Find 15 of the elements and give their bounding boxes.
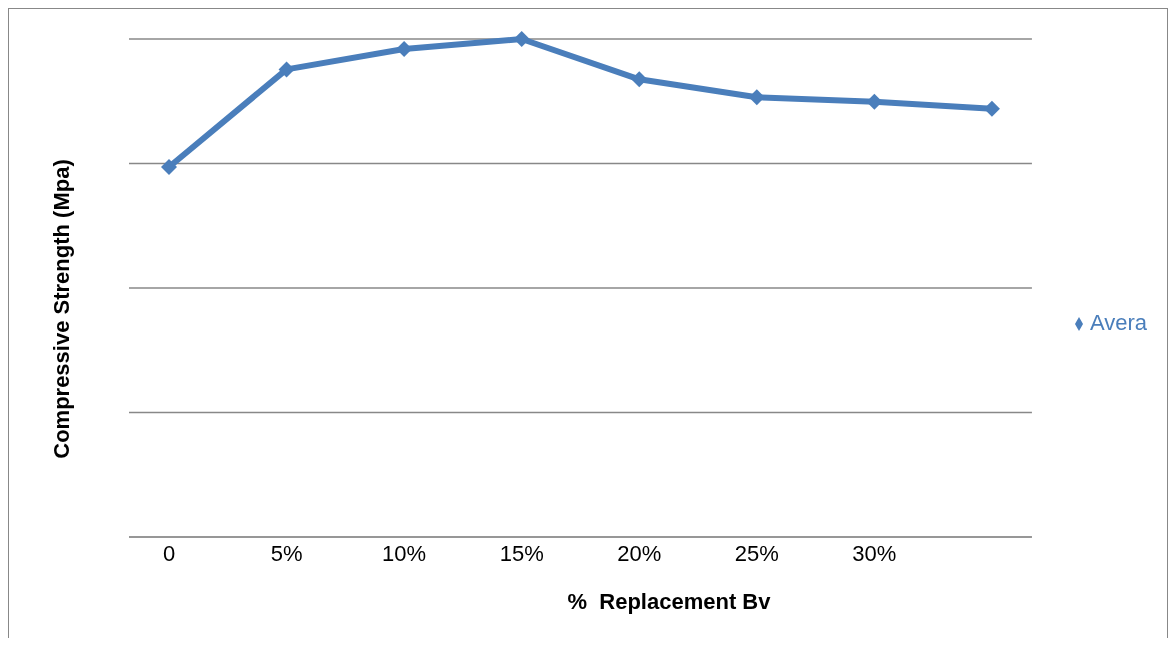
- x-axis-title: % Replacement Bv: [567, 589, 772, 614]
- y-axis-title: Compressive Strength (Mpa): [49, 159, 74, 459]
- x-tick-label: 25%: [734, 540, 779, 566]
- x-tick-label: 15%: [499, 540, 544, 566]
- legend-label: Avera: [1089, 310, 1147, 335]
- x-tick-label: 5%: [270, 540, 303, 566]
- point: [513, 31, 530, 47]
- x-tick-label: 20%: [617, 540, 662, 566]
- point: [161, 158, 177, 175]
- point: [631, 71, 648, 88]
- point: [278, 61, 295, 78]
- x-tick-label: 30%: [852, 540, 897, 566]
- x-tick-label: 0: [162, 540, 176, 566]
- x-tick-label: 10%: [382, 540, 427, 566]
- point: [748, 89, 765, 106]
